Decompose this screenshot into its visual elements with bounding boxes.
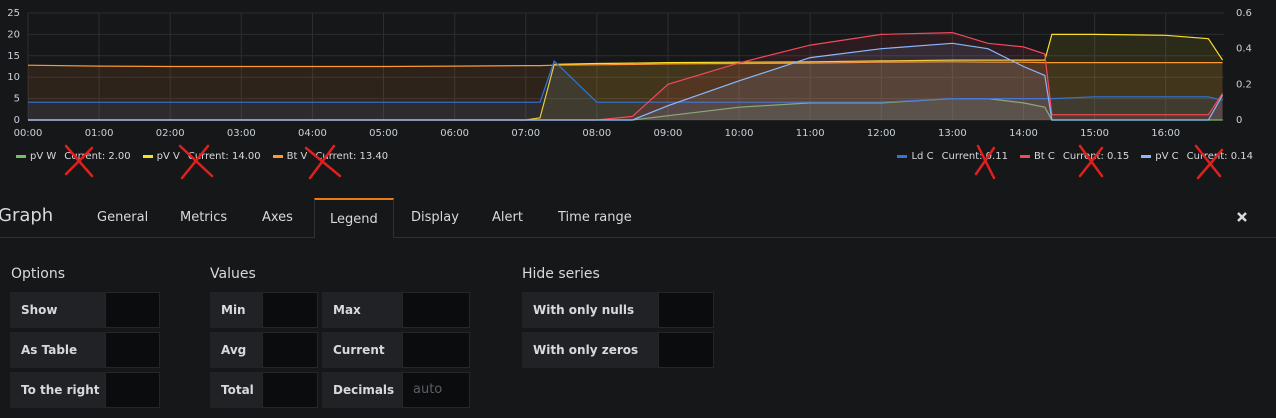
series-line: [27, 61, 1223, 68]
tab[interactable]: Axes: [262, 210, 293, 225]
y-tick-label: 5: [14, 94, 20, 105]
field-label: With only zeros: [522, 332, 658, 368]
x-tick-label: 13:00: [938, 128, 967, 139]
legend-name: Bt V: [286, 151, 308, 162]
y2-tick-label: 0.6: [1236, 8, 1252, 19]
legend-item[interactable]: Bt V Current: 13.40: [272, 151, 389, 162]
y2-tick-label: 0: [1236, 115, 1242, 126]
field-label: Avg: [210, 332, 262, 368]
legend-swatch: [16, 155, 26, 158]
series-area: [28, 43, 1223, 120]
legend-value: Current: 14.00: [187, 151, 261, 162]
x-tick-label: 00:00: [14, 128, 43, 139]
tab[interactable]: Time range: [558, 210, 632, 225]
section-title: Values: [210, 266, 256, 282]
x-tick-label: 10:00: [725, 128, 754, 139]
section-title: Hide series: [522, 266, 600, 282]
legend-swatch: [897, 155, 908, 158]
tab[interactable]: Metrics: [180, 210, 228, 225]
legend-left: pV W Current: 2.00 pV V Current: 14.00 Bt V C…: [16, 151, 388, 162]
legend-value: Current: 2.00: [64, 151, 131, 162]
panel-editor: Graph General Metrics Axes Legend Display Ale…: [0, 198, 1276, 418]
annotation-crosses: [64, 144, 1224, 180]
legend-value: Current: 0.11: [941, 151, 1008, 162]
checkbox[interactable]: [262, 292, 318, 328]
decimals-input[interactable]: auto: [402, 372, 470, 408]
checkbox[interactable]: [402, 332, 470, 368]
series-area: [28, 98, 1223, 120]
tab[interactable]: Alert: [492, 210, 523, 225]
legend-item[interactable]: pV C Current: 0.14: [1141, 151, 1253, 162]
field-label: Current: [322, 332, 402, 368]
series-line: [28, 60, 1223, 103]
field-label: With only nulls: [522, 292, 658, 328]
legend-name: pV V: [156, 151, 180, 162]
x-tick-label: 12:00: [867, 128, 896, 139]
tab-bar: [0, 198, 1276, 238]
tab[interactable]: Legend: [314, 198, 394, 238]
x-tick-label: 02:00: [156, 128, 185, 139]
x-tick-label: 06:00: [440, 128, 469, 139]
field-label: As Table: [10, 332, 105, 368]
checkbox[interactable]: [105, 372, 160, 408]
checkbox[interactable]: [262, 372, 318, 408]
legend-name: Ld C: [911, 151, 934, 162]
y2-tick-label: 0.4: [1236, 44, 1252, 55]
field-label: To the right: [10, 372, 105, 408]
field-label: Min: [210, 292, 262, 328]
field-label: Max: [322, 292, 402, 328]
section-title: Options: [11, 266, 66, 282]
x-tick-label: 08:00: [582, 128, 611, 139]
checkbox[interactable]: [262, 332, 318, 368]
x-tick-label: 04:00: [298, 128, 327, 139]
checkbox[interactable]: [658, 292, 714, 328]
legend-name: pV C: [1155, 151, 1179, 162]
close-button[interactable]: [1236, 211, 1248, 223]
checkbox[interactable]: [105, 292, 160, 328]
y-tick-label: 20: [7, 29, 20, 40]
legend-value: Current: 13.40: [315, 151, 389, 162]
tab[interactable]: General: [97, 210, 149, 225]
x-tick-label: 01:00: [85, 128, 114, 139]
legend-swatch: [272, 155, 283, 158]
legend-item[interactable]: pV W Current: 2.00: [16, 151, 131, 162]
legend-name: Bt C: [1033, 151, 1055, 162]
x-tick-label: 09:00: [654, 128, 683, 139]
x-tick-label: 16:00: [1151, 128, 1180, 139]
legend-swatch: [1141, 155, 1152, 158]
legend-item[interactable]: pV V Current: 14.00: [142, 151, 261, 162]
legend-value: Current: 0.14: [1186, 151, 1253, 162]
series-area: [28, 61, 1223, 120]
checkbox[interactable]: [402, 292, 470, 328]
field-label: Total: [210, 372, 262, 408]
chart: 0 5 10 15 20 25 0 0.2 0.4 0.6 00:00 01:00 02:00 03:00…: [7, 8, 1252, 139]
legend-swatch: [142, 155, 153, 158]
y-tick-label: 10: [7, 72, 20, 83]
field-label: Decimals: [322, 372, 402, 408]
series-area: [28, 34, 1223, 120]
tab[interactable]: Display: [411, 210, 459, 225]
checkbox[interactable]: [105, 332, 160, 368]
x-tick-label: 03:00: [227, 128, 256, 139]
y-tick-label: 15: [7, 51, 20, 62]
series-area: [28, 61, 1223, 120]
y-tick-label: 25: [7, 8, 20, 19]
x-tick-label: 15:00: [1080, 128, 1109, 139]
y-tick-label: 0: [14, 115, 20, 126]
x-tick-label: 14:00: [1009, 128, 1038, 139]
series-line: [28, 42, 1224, 121]
x-tick-label: 07:00: [511, 128, 540, 139]
editor-title: Graph: [0, 205, 54, 226]
y2-tick-label: 0.2: [1236, 79, 1252, 90]
x-tick-label: 05:00: [369, 128, 398, 139]
legend-swatch: [1019, 155, 1030, 158]
placeholder: auto: [413, 382, 443, 397]
legend-item[interactable]: Ld C Current: 0.11: [897, 151, 1008, 162]
checkbox[interactable]: [658, 332, 714, 368]
field-label: Show: [10, 292, 105, 328]
x-tick-label: 11:00: [796, 128, 825, 139]
series-area: [28, 32, 1223, 120]
legend-name: pV W: [30, 151, 57, 162]
